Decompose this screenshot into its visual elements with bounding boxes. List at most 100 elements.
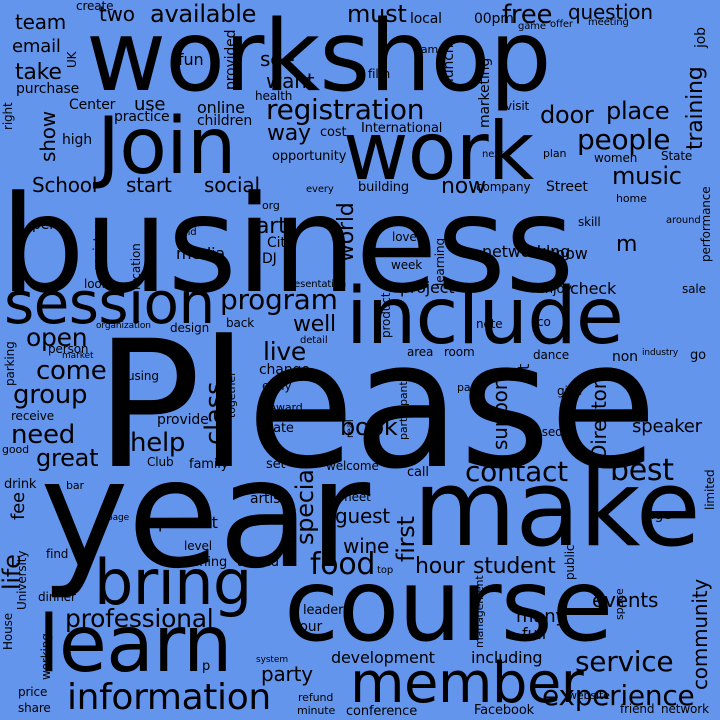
word-cost: cost: [320, 125, 347, 140]
word-full: full: [522, 624, 547, 643]
word-t: t: [514, 363, 533, 370]
word-world: world: [334, 202, 359, 262]
word-person: person: [48, 342, 89, 356]
word-meeting: meeting: [588, 17, 629, 28]
word-call: call: [407, 465, 429, 480]
word-special: special: [291, 462, 319, 545]
word-guest: guest: [335, 504, 390, 528]
word-per: per: [32, 217, 55, 233]
word-good: good: [2, 443, 29, 456]
word-org: org: [262, 199, 280, 212]
word-working: working: [39, 633, 53, 680]
word-director: Director: [587, 381, 611, 460]
word-bring: bring: [94, 546, 252, 619]
word-street: Street: [546, 179, 588, 195]
word-set: set: [266, 457, 286, 472]
word-network: network: [661, 702, 709, 716]
word-place: place: [606, 97, 670, 125]
word-end: end: [178, 227, 197, 238]
word-women: women: [594, 151, 638, 165]
word-film: film: [368, 67, 391, 81]
word-party: party: [261, 662, 313, 686]
word-use: use: [134, 94, 166, 115]
word-registration: registration: [266, 93, 425, 126]
word-available: available: [150, 0, 257, 28]
word-house: House: [1, 612, 15, 650]
word-system: system: [256, 655, 288, 665]
word-drink: drink: [4, 477, 37, 492]
word-including: including: [471, 648, 543, 667]
word-conference: conference: [346, 704, 418, 719]
word-back: back: [226, 316, 255, 330]
word-networking: networking: [482, 242, 571, 261]
word-learning: learning: [433, 238, 447, 286]
word-every: every: [306, 184, 334, 195]
word-go: go: [690, 348, 706, 363]
word-tour: tour: [294, 619, 323, 635]
word-performance: performance: [699, 186, 713, 262]
word-fee: fee: [8, 492, 29, 520]
word-friend: friend: [620, 702, 655, 716]
word-need: need: [11, 420, 75, 450]
word-development: development: [331, 648, 435, 667]
word-state: State: [661, 149, 693, 163]
word-free: free: [502, 0, 553, 30]
word-present: present: [158, 513, 218, 532]
word-early: early: [262, 379, 292, 393]
word-course: course: [284, 547, 613, 664]
word-dance: dance: [533, 348, 569, 362]
word-include: include: [346, 272, 624, 362]
word-based: based: [527, 425, 563, 439]
word-p: p: [202, 659, 211, 674]
word-group: group: [13, 380, 88, 410]
word-year: year: [40, 428, 370, 602]
word-student: student: [473, 554, 556, 579]
word-door: door: [540, 101, 594, 129]
word-management: management: [473, 575, 486, 648]
word-see: see: [260, 47, 295, 71]
word-week: week: [391, 258, 423, 272]
word-international: International: [361, 121, 443, 136]
word-session: session: [4, 269, 215, 337]
word-date: date: [265, 421, 294, 436]
word-m: m: [616, 232, 638, 257]
word-check: check: [570, 279, 617, 298]
word-book: book: [340, 413, 398, 441]
word-give: give: [557, 384, 582, 398]
word-learn: learn: [38, 600, 232, 690]
word-register: register: [91, 224, 105, 270]
word-real: real: [345, 419, 356, 438]
word-offer: offer: [550, 19, 573, 30]
word-area: area: [407, 345, 434, 359]
word-website: website: [568, 689, 610, 702]
word-media: media: [176, 244, 226, 263]
word-part: part: [457, 381, 480, 394]
word-welcome: welcome: [326, 459, 379, 473]
word-evening: evening: [176, 555, 228, 570]
word-music: music: [612, 162, 682, 190]
word-wine: wine: [343, 534, 390, 558]
word-team: team: [15, 10, 67, 34]
word-refund: refund: [298, 691, 334, 704]
word-member: member: [350, 651, 584, 716]
word-location: location: [129, 243, 143, 290]
word-hour: hour: [415, 554, 465, 579]
word-share: share: [18, 701, 51, 715]
word-best: best: [610, 453, 674, 488]
word-art: art: [256, 214, 287, 239]
word-show: show: [36, 111, 60, 162]
word-high: high: [62, 132, 92, 148]
word-join: Join: [97, 102, 236, 192]
word-great: great: [36, 444, 99, 472]
word-job: job: [693, 27, 709, 48]
word-provide: provide: [157, 412, 209, 428]
word-company: company: [476, 180, 531, 194]
word-experience: experience: [542, 679, 695, 712]
word-marketing: marketing: [477, 57, 493, 128]
word-contact: contact: [465, 455, 568, 488]
word-detail: detail: [300, 335, 328, 346]
word-email: email: [12, 36, 61, 57]
word-first: first: [392, 516, 420, 562]
word-online: online: [197, 98, 245, 117]
